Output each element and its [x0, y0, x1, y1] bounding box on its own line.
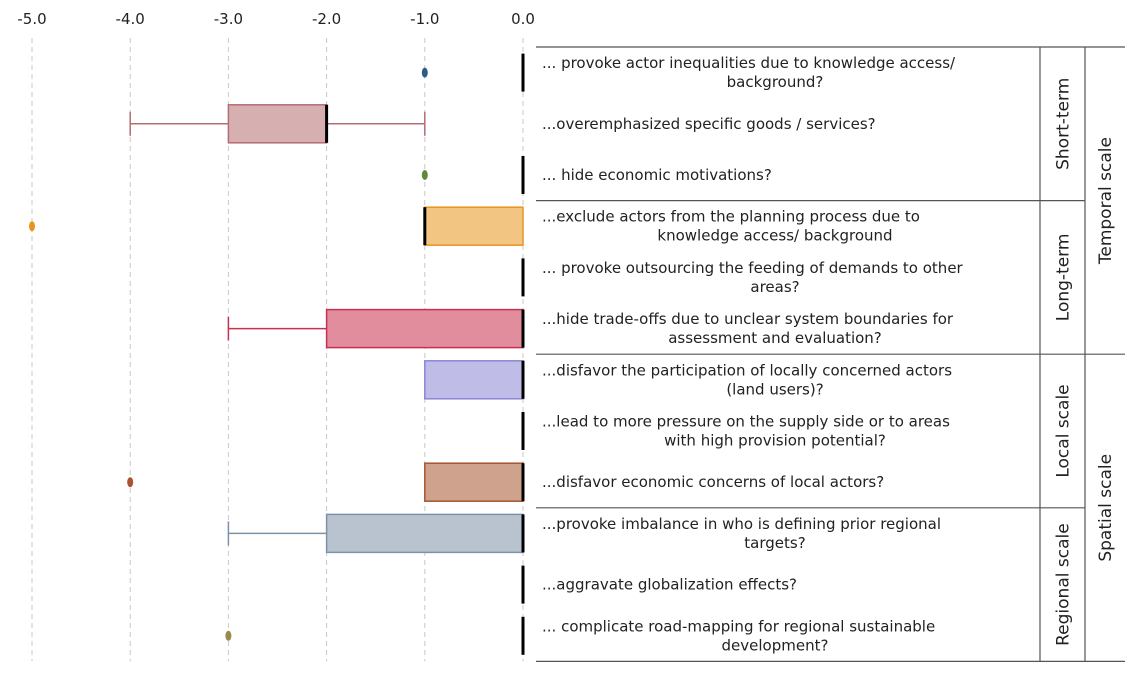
question-label: ... complicate road-mapping for regional…	[542, 617, 935, 635]
x-tick-label: -3.0	[214, 10, 243, 28]
question-label: ...overemphasized specific goods / servi…	[542, 115, 876, 133]
subgroup-label: Short-term	[1054, 78, 1074, 170]
outlier-point	[225, 630, 232, 641]
question-label: areas?	[750, 278, 799, 296]
x-tick-label: -5.0	[17, 10, 46, 28]
question-label: development?	[722, 636, 829, 654]
x-tick-label: 0.0	[511, 10, 535, 28]
subgroup-label: Local scale	[1054, 384, 1074, 477]
question-label: ...hide trade-offs due to unclear system…	[542, 310, 954, 328]
scale-groups: Short-term Long-term Local scale Regional s…	[536, 46, 1125, 663]
question-label: assessment and evaluation?	[668, 329, 882, 347]
subgroup-label: Regional scale	[1054, 523, 1074, 646]
question-labels: ... provoke actor inequalities due to kn…	[542, 54, 964, 654]
outlier-point	[127, 477, 134, 488]
group-label: Spatial scale	[1096, 454, 1116, 562]
box	[325, 308, 524, 349]
box	[424, 462, 524, 502]
box	[325, 513, 524, 554]
box	[424, 206, 524, 246]
question-label: ...exclude actors from the planning proc…	[542, 208, 920, 226]
question-label: ...provoke imbalance in who is defining …	[542, 515, 941, 533]
x-tick-label: -2.0	[312, 10, 341, 28]
question-label: ...aggravate globalization effects?	[542, 576, 797, 594]
outlier-point	[421, 67, 428, 78]
question-label: ... provoke actor inequalities due to kn…	[542, 54, 956, 72]
subgroup-label: Long-term	[1054, 234, 1074, 322]
question-label: ...disfavor the participation of locally…	[542, 361, 952, 379]
outlier-point	[29, 221, 35, 232]
question-label: with high provision potential?	[664, 432, 886, 450]
question-label: ... provoke outsourcing the feeding of d…	[542, 259, 964, 277]
x-axis-ticks: -5.0 -4.0 -3.0 -2.0 -1.0 0.0	[17, 10, 535, 28]
question-label: background?	[727, 73, 824, 91]
question-label: ...disfavor economic concerns of local a…	[542, 473, 884, 491]
question-label: knowledge access/ background	[657, 227, 892, 245]
x-tick-label: -1.0	[410, 10, 439, 28]
x-tick-label: -4.0	[116, 10, 145, 28]
box-marks	[29, 53, 525, 655]
question-label: ...lead to more pressure on the supply s…	[542, 413, 950, 431]
outlier-point	[421, 170, 428, 180]
question-label: targets?	[744, 534, 805, 552]
box	[227, 104, 328, 144]
question-label: (land users)?	[726, 380, 823, 398]
question-label: ... hide economic motivations?	[542, 166, 772, 184]
box	[424, 360, 524, 400]
group-label: Temporal scale	[1096, 137, 1116, 265]
